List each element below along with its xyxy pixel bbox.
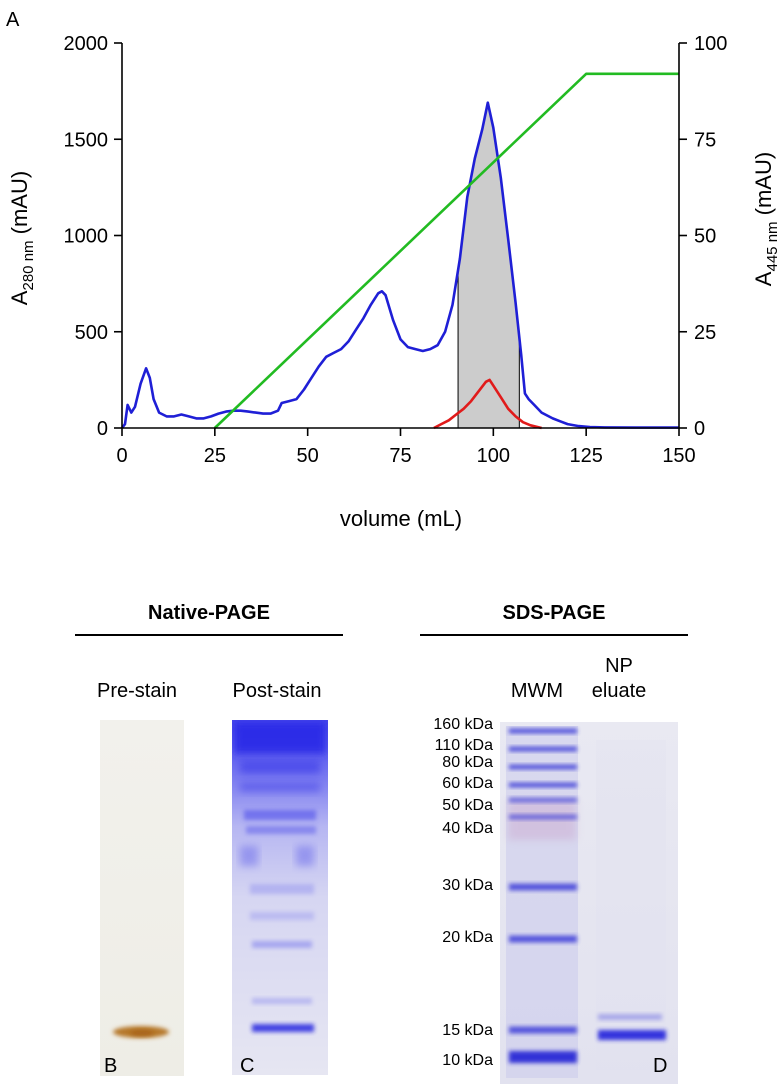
mw-marker-label: 15 kDa: [442, 1022, 493, 1039]
x-tick-label: 25: [204, 445, 226, 467]
x-tick-label: 0: [116, 445, 127, 467]
axes: 0 25 50 75 100 125 150050010001500200002550751…: [64, 33, 728, 467]
lane-label-np: NP: [605, 655, 633, 677]
y-left-tick-label: 1500: [64, 129, 109, 151]
mw-marker-band: [509, 883, 577, 891]
x-tick-label: 125: [569, 445, 602, 467]
panel-label-a: A: [6, 9, 20, 31]
series-line-2: [213, 72, 679, 429]
x-axis-label: volume (mL): [340, 506, 462, 531]
panel-label-b: B: [104, 1055, 117, 1077]
mw-marker-band: [509, 764, 577, 770]
native-page-title: Native-PAGE: [148, 602, 270, 624]
mw-marker-band: [509, 746, 577, 752]
mw-marker-band: [509, 782, 577, 788]
panel-label-d: D: [653, 1055, 667, 1077]
y-right-tick-label: 50: [694, 226, 716, 248]
mw-marker-label: 80 kDa: [442, 754, 493, 771]
series-line-1: [433, 378, 542, 430]
y-right-unit: (mAU): [751, 152, 776, 222]
panel-label-c: C: [240, 1055, 254, 1077]
mw-marker-label: 160 kDa: [433, 716, 493, 733]
gel-lane-pre-stain: [100, 720, 184, 1076]
y-axis-left-label: A280 nm (mAU): [7, 171, 37, 305]
mw-marker-label: 110 kDa: [435, 737, 494, 754]
mw-marker-label: 50 kDa: [442, 797, 493, 814]
y-right-tick-label: 0: [694, 418, 705, 440]
y-left-tick-label: 2000: [64, 33, 109, 55]
mw-marker-band: [509, 728, 577, 734]
series-layer: [120, 72, 679, 430]
lane-label-mwm: MWM: [511, 680, 563, 702]
y-left-main: A: [7, 290, 32, 305]
mw-marker-label: 60 kDa: [442, 775, 493, 792]
sds-page-title: SDS-PAGE: [503, 602, 606, 624]
mw-marker-band: [509, 814, 577, 820]
x-tick-label: 75: [389, 445, 411, 467]
y-right-sub: 445 nm: [764, 221, 780, 271]
chromatogram-chart: 0 25 50 75 100 125 150050010001500200002550751…: [64, 33, 728, 467]
y-right-tick-label: 100: [694, 33, 727, 55]
y-left-sub: 280 nm: [20, 240, 37, 290]
gel-lane-post-stain: [232, 720, 328, 1075]
x-tick-label: 50: [297, 445, 319, 467]
y-left-tick-label: 1000: [64, 226, 109, 248]
x-tick-label: 150: [662, 445, 695, 467]
mw-marker-band: [509, 1026, 577, 1034]
mw-marker-label: 40 kDa: [442, 820, 493, 837]
y-axis-right-label: A445 nm (mAU): [751, 152, 780, 286]
mw-marker-label: 20 kDa: [442, 929, 493, 946]
mw-marker-label: 30 kDa: [442, 877, 493, 894]
y-left-tick-label: 500: [75, 322, 108, 344]
lane-label-pre-stain: Pre-stain: [97, 680, 177, 702]
mw-marker-band: [509, 1051, 577, 1063]
mw-marker-label: 10 kDa: [442, 1052, 493, 1069]
y-left-unit: (mAU): [7, 171, 32, 241]
y-right-tick-label: 75: [694, 129, 716, 151]
y-right-tick-label: 25: [694, 322, 716, 344]
x-tick-label: 100: [477, 445, 510, 467]
lane-label-eluate: eluate: [592, 680, 647, 702]
lane-label-post-stain: Post-stain: [233, 680, 322, 702]
mw-marker-band: [509, 935, 577, 943]
mw-marker-band: [509, 797, 577, 803]
series-line-0: [120, 101, 679, 429]
y-left-tick-label: 0: [97, 418, 108, 440]
y-right-main: A: [751, 271, 776, 286]
np-eluate-bands: [598, 1014, 666, 1040]
